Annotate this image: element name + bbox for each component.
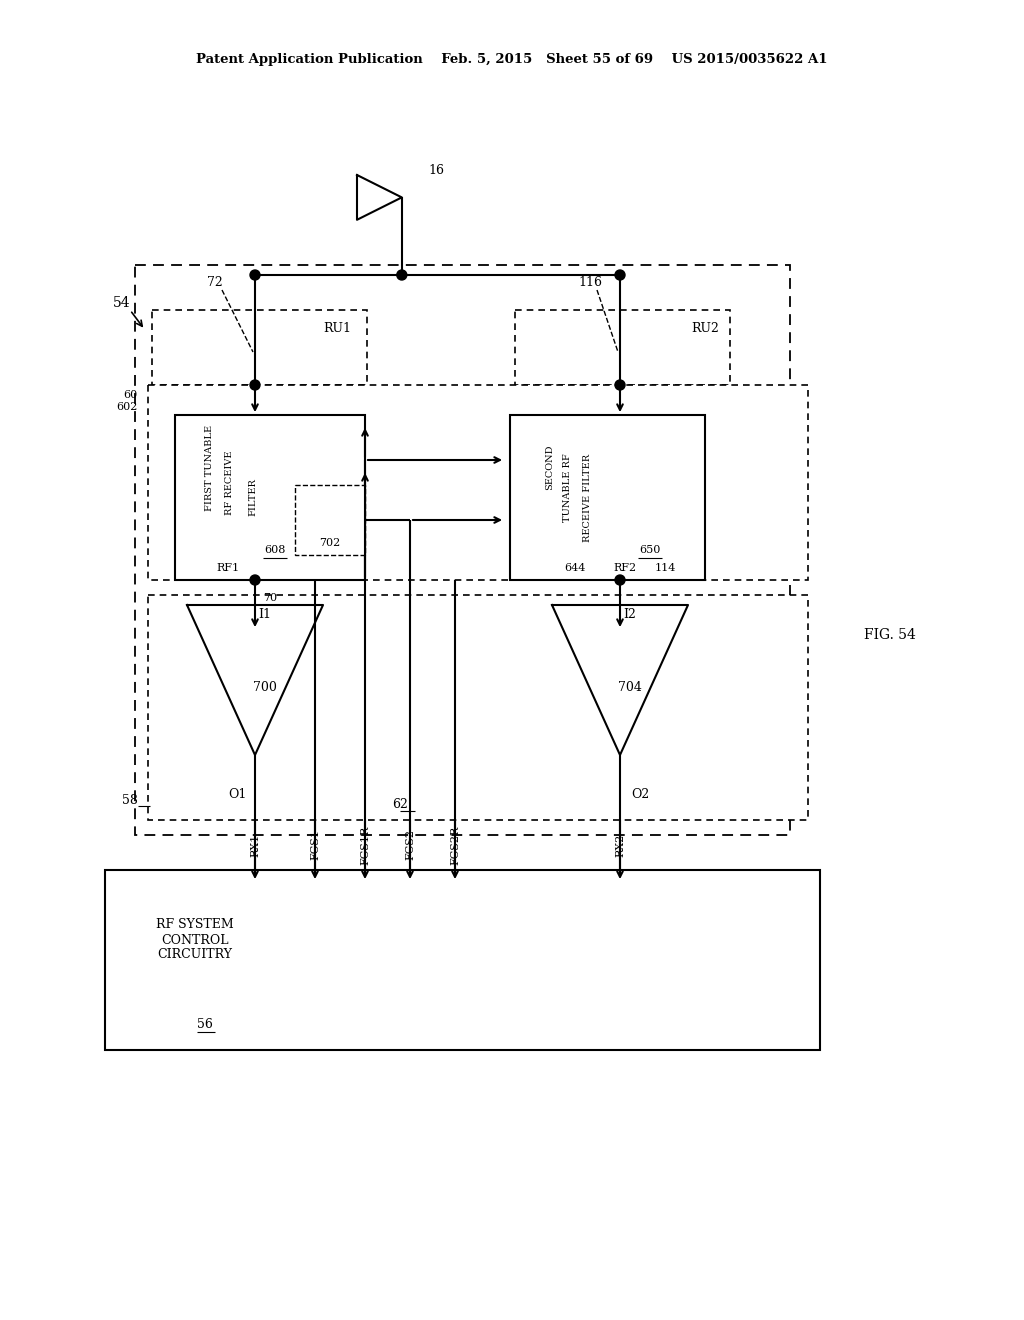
- Bar: [148, 385, 808, 579]
- Text: O2: O2: [631, 788, 649, 801]
- Bar: [515, 310, 730, 385]
- Circle shape: [250, 380, 260, 389]
- Text: 608: 608: [264, 545, 286, 554]
- Text: RX1: RX1: [250, 833, 260, 857]
- Text: 72: 72: [207, 276, 223, 289]
- Text: FIG. 54: FIG. 54: [864, 628, 915, 642]
- Text: 70: 70: [263, 593, 278, 603]
- Text: 700: 700: [253, 681, 278, 694]
- Text: 56: 56: [197, 1019, 213, 1031]
- Text: 116: 116: [578, 276, 602, 289]
- Text: RF SYSTEM
CONTROL
CIRCUITRY: RF SYSTEM CONTROL CIRCUITRY: [156, 919, 233, 961]
- Text: 704: 704: [618, 681, 642, 694]
- Bar: [510, 414, 705, 579]
- Bar: [152, 310, 367, 385]
- Circle shape: [397, 271, 407, 280]
- Text: RF1: RF1: [217, 564, 240, 573]
- Text: 58: 58: [122, 793, 138, 807]
- Text: FCS1R: FCS1R: [360, 825, 370, 865]
- Text: 644: 644: [564, 564, 586, 573]
- Text: RF2: RF2: [613, 564, 637, 573]
- Text: FCS2: FCS2: [406, 829, 415, 861]
- Text: FCS2R: FCS2R: [450, 825, 460, 865]
- Text: 702: 702: [319, 539, 341, 548]
- Circle shape: [250, 271, 260, 280]
- Circle shape: [615, 380, 625, 389]
- Text: SECOND: SECOND: [546, 445, 555, 490]
- Text: RU2: RU2: [691, 322, 719, 334]
- Text: FILTER: FILTER: [249, 479, 257, 516]
- Bar: [148, 595, 808, 820]
- Text: 16: 16: [429, 164, 444, 177]
- Text: 54: 54: [114, 296, 131, 310]
- Text: 602: 602: [117, 403, 138, 412]
- Text: Patent Application Publication    Feb. 5, 2015   Sheet 55 of 69    US 2015/00356: Patent Application Publication Feb. 5, 2…: [197, 54, 827, 66]
- Text: I1: I1: [258, 609, 271, 622]
- Text: RECEIVE FILTER: RECEIVE FILTER: [584, 454, 593, 541]
- Text: FIRST TUNABLE: FIRST TUNABLE: [206, 425, 214, 511]
- Bar: [295, 484, 365, 554]
- Text: O1: O1: [227, 788, 246, 801]
- Circle shape: [615, 271, 625, 280]
- Text: 650: 650: [639, 545, 660, 554]
- Circle shape: [615, 576, 625, 585]
- Text: 114: 114: [654, 564, 676, 573]
- Text: RF RECEIVE: RF RECEIVE: [225, 450, 234, 515]
- Text: FCS1: FCS1: [310, 829, 319, 861]
- Bar: [135, 265, 790, 836]
- Bar: [105, 870, 820, 1049]
- Text: RU1: RU1: [323, 322, 351, 334]
- Text: 62: 62: [392, 799, 408, 812]
- Text: RX2: RX2: [615, 833, 625, 857]
- Text: TUNABLE RF: TUNABLE RF: [563, 453, 572, 521]
- Text: I2: I2: [624, 609, 637, 622]
- Circle shape: [250, 576, 260, 585]
- Text: 60: 60: [124, 389, 138, 400]
- Bar: [175, 414, 365, 579]
